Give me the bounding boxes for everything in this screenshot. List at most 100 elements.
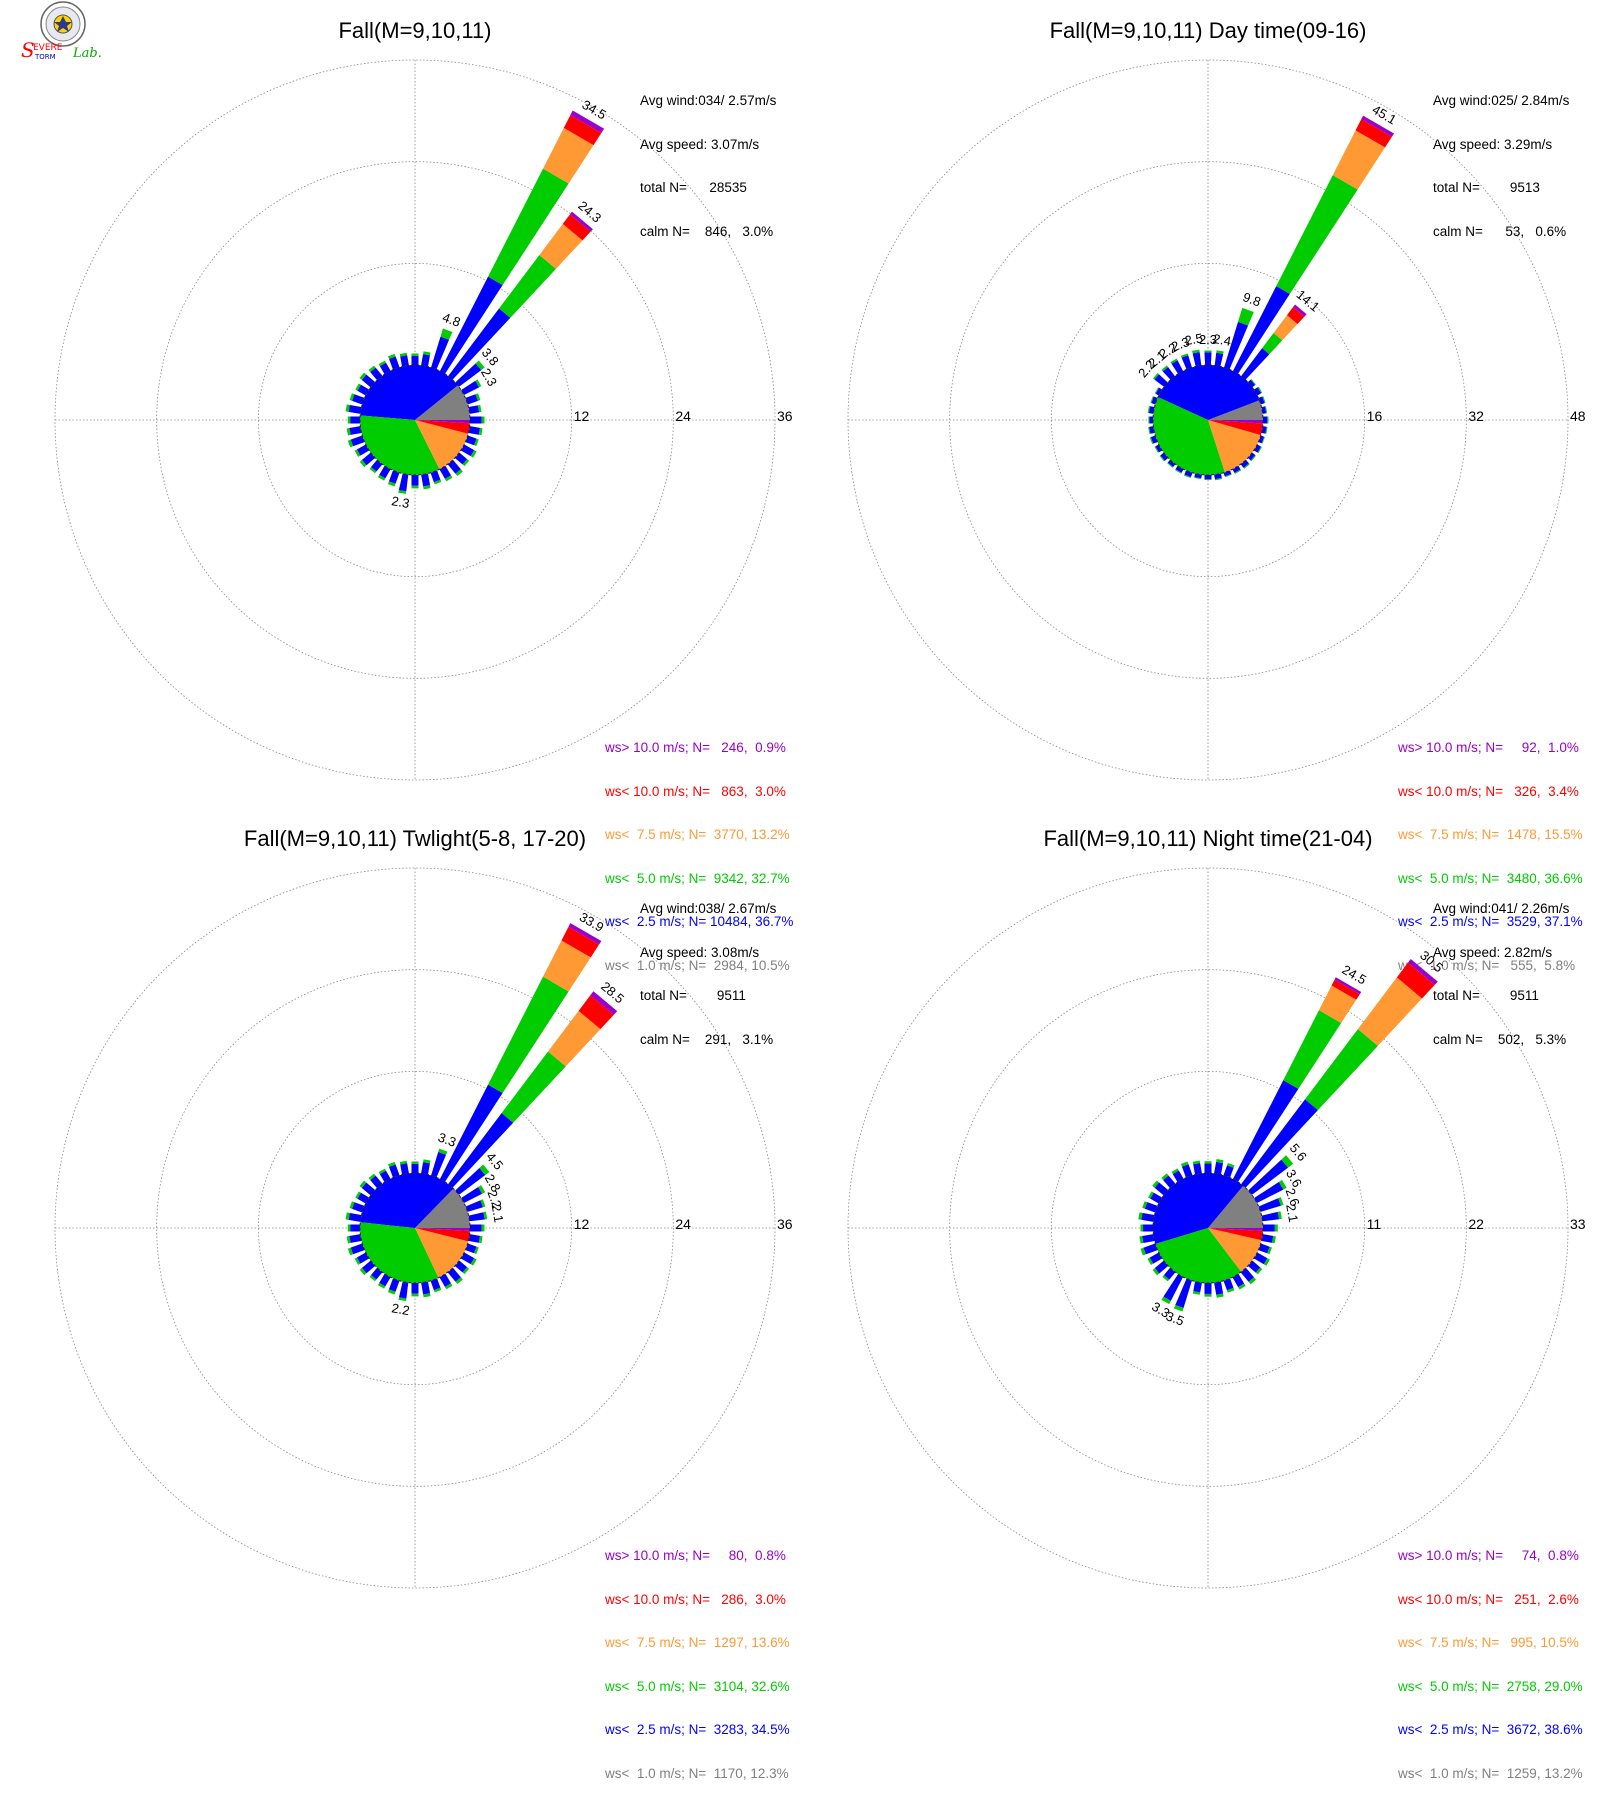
petal-small-tip: [357, 387, 359, 388]
calm-n: calm N= 846, 3.0%: [640, 225, 776, 240]
petal-small: [467, 1247, 476, 1250]
speed-legend: ws> 10.0 m/s; N= 74, 0.8% ws< 10.0 m/s; …: [1398, 1520, 1583, 1810]
petal-small-tip: [1230, 1164, 1231, 1166]
petal-small: [1260, 1247, 1269, 1250]
ring-label: 36: [777, 1216, 793, 1232]
petal-small: [1262, 1238, 1272, 1240]
legend-gt10: ws> 10.0 m/s; N= 92, 1.0%: [1398, 741, 1583, 756]
petal-small-tip: [1241, 1285, 1242, 1287]
legend-lt2-5: ws< 2.5 m/s; N= 3672, 38.6%: [1398, 1723, 1583, 1738]
legend-lt1: ws< 1.0 m/s; N= 1259, 13.2%: [1398, 1767, 1583, 1782]
petal-label: 2.2: [390, 1300, 410, 1318]
petal-small-tip: [1253, 382, 1254, 383]
petal-small: [1236, 468, 1238, 472]
petal-label: 2.3: [390, 493, 410, 511]
petal-small-tip: [1238, 471, 1239, 472]
petal-small: [392, 1280, 396, 1291]
ring-label: 12: [574, 1216, 590, 1232]
petal-small: [467, 398, 477, 402]
petal-small-tip: [1150, 1194, 1152, 1195]
petal-segment: [1204, 350, 1211, 352]
petal-small-tip: [1155, 1271, 1157, 1273]
ring-label: 24: [675, 1216, 691, 1232]
petal-small: [1152, 439, 1156, 441]
avg-wind: Avg wind:038/ 2.67m/s: [640, 902, 776, 917]
petal-small: [382, 468, 387, 477]
petal-small: [469, 1238, 479, 1240]
speed-legend: ws> 10.0 m/s; N= 80, 0.8% ws< 10.0 m/s; …: [605, 1520, 790, 1810]
avg-wind: Avg wind:025/ 2.84m/s: [1433, 94, 1569, 109]
petal-segment: [1193, 352, 1202, 366]
petal-small: [1218, 1282, 1220, 1294]
petal-small-tip: [362, 1271, 364, 1273]
petal-small: [1250, 455, 1253, 457]
petal-small: [1153, 400, 1157, 401]
petal-small: [1185, 1165, 1189, 1176]
petal-small-tip: [475, 1250, 477, 1251]
petal-small-tip: [1259, 450, 1260, 451]
petal-small-tip: [356, 1261, 358, 1262]
svg-text:TORM: TORM: [34, 53, 56, 61]
petal-small: [1198, 474, 1199, 478]
petal-small-tip: [351, 397, 354, 398]
petal-small-tip: [391, 355, 392, 358]
petal-small: [349, 408, 361, 410]
legend-lt10: ws< 10.0 m/s; N= 251, 2.6%: [1398, 1593, 1583, 1608]
petal-small-tip: [472, 1261, 474, 1262]
petal-small: [1151, 1256, 1160, 1261]
petal-small: [1170, 462, 1172, 465]
legend-lt5: ws< 5.0 m/s; N= 3104, 32.6%: [605, 1680, 790, 1695]
total-n: total N= 9513: [1433, 181, 1569, 196]
petal-small: [359, 1196, 367, 1201]
petal-small: [1197, 1164, 1199, 1174]
petal-small: [1179, 468, 1181, 471]
petal-small: [392, 358, 396, 369]
petal-small-tip: [349, 443, 352, 444]
total-n: total N= 9511: [640, 989, 776, 1004]
petal-small: [457, 1263, 465, 1269]
petal-small: [425, 355, 427, 366]
petal-small-tip: [1220, 1160, 1221, 1163]
petal-small: [404, 1164, 406, 1174]
petal-small: [1262, 430, 1266, 431]
petal-small-tip: [1139, 1216, 1142, 1217]
avg-wind: Avg wind:034/ 2.57m/s: [640, 94, 776, 109]
chart-title: Fall(M=9,10,11) Twlight(5-8, 17-20): [15, 826, 815, 852]
legend-lt2-5: ws< 2.5 m/s; N= 3283, 34.5%: [605, 1723, 790, 1738]
ring-label: 36: [777, 408, 793, 424]
petal-small: [352, 439, 363, 443]
petal-small: [359, 448, 368, 453]
petal-small-tip: [1266, 1261, 1268, 1262]
wind-summary: Avg wind:038/ 2.67m/s Avg speed: 3.08m/s…: [640, 873, 776, 1076]
petal-small: [1243, 1270, 1251, 1280]
calm-n: calm N= 53, 0.6%: [1433, 225, 1569, 240]
petal-small: [425, 474, 427, 486]
petal-small: [434, 472, 437, 481]
ring-label: 24: [675, 408, 691, 424]
legend-gt10: ws> 10.0 m/s; N= 80, 0.8%: [605, 1549, 790, 1564]
legend-lt7-5: ws< 7.5 m/s; N= 995, 10.5%: [1398, 1636, 1583, 1651]
avg-speed: Avg speed: 3.29m/s: [1433, 138, 1569, 153]
petal-small: [353, 1206, 363, 1210]
ring-label: 22: [1468, 1216, 1484, 1232]
petal-small: [1157, 1263, 1166, 1270]
ring-label: 32: [1468, 408, 1484, 424]
petal-small-tip: [1246, 466, 1247, 467]
ring-label: 48: [1570, 408, 1586, 424]
petal-small: [469, 430, 479, 432]
legend-lt1: ws< 1.0 m/s; N= 1170, 12.3%: [605, 1767, 790, 1782]
petal-small: [1157, 391, 1160, 393]
petal-small-tip: [1253, 458, 1254, 459]
petal-small: [1262, 410, 1266, 411]
petal-small-tip: [1170, 465, 1171, 466]
calm-n: calm N= 291, 3.1%: [640, 1033, 776, 1048]
petal-small: [383, 364, 388, 372]
petal-small: [425, 1163, 427, 1174]
petal-small: [382, 1276, 387, 1285]
petal-small-tip: [475, 442, 477, 443]
petal-small: [350, 430, 361, 432]
petal-small: [1149, 410, 1153, 411]
